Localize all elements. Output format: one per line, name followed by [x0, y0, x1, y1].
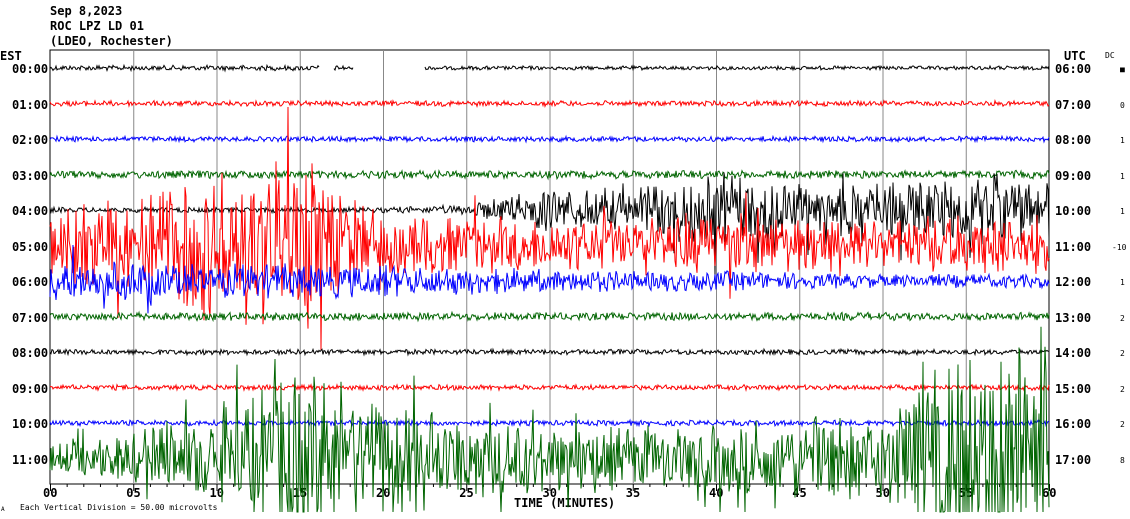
- est-row-label: 04:00: [12, 204, 49, 218]
- x-axis-title: TIME (MINUTES): [514, 496, 616, 510]
- est-row-label: 10:00: [12, 417, 49, 431]
- trace-row-0100: [49, 99, 1050, 108]
- est-row-label: 11:00: [12, 452, 49, 467]
- est-row-label: 01:00: [12, 97, 49, 112]
- x-tick-label: 45: [792, 486, 807, 500]
- trace-row-0000: [49, 63, 320, 73]
- x-tick-label: 05: [126, 486, 141, 500]
- dc-offset-label: 0: [1120, 100, 1125, 110]
- utc-row-label: 10:00: [1055, 204, 1092, 218]
- scale-note: Each Vertical Division = 50.00 microvolt…: [20, 503, 218, 512]
- x-tick-label: 50: [875, 486, 890, 500]
- trace-row-0600: [49, 244, 1050, 314]
- utc-row-label: 17:00: [1055, 452, 1092, 467]
- utc-row-label: 15:00: [1055, 381, 1092, 396]
- trace-row-0300: [49, 169, 1050, 181]
- est-row-label: 07:00: [12, 310, 49, 325]
- x-tick-label: 35: [625, 486, 641, 500]
- utc-row-label: 07:00: [1055, 97, 1092, 112]
- utc-axis-title: UTC: [1064, 49, 1086, 63]
- dc-offset-label: -10: [1112, 242, 1127, 252]
- trace-row-0700: [49, 310, 1050, 323]
- dc-offset-label: 2: [1120, 313, 1125, 323]
- dc-offset-label: 2: [1120, 420, 1125, 429]
- utc-row-label: 11:00: [1055, 239, 1092, 254]
- utc-row-label: 13:00: [1055, 310, 1092, 325]
- trace-row-0000: [333, 64, 354, 72]
- network-label: (LDEO, Rochester): [50, 34, 173, 48]
- trace-row-0900: [49, 383, 1050, 393]
- dc-offset-label: 2: [1120, 384, 1125, 394]
- dc-title: DC: [1105, 51, 1115, 60]
- est-row-label: 02:00: [12, 133, 49, 147]
- utc-row-label: 08:00: [1055, 133, 1092, 147]
- x-tick-label: 30: [542, 486, 557, 500]
- x-tick-label: 25: [459, 486, 474, 500]
- corner-mark: A: [1, 506, 5, 513]
- utc-row-label: 12:00: [1055, 275, 1092, 289]
- trace-row-0400: [49, 172, 1050, 275]
- est-row-label: 09:00: [12, 381, 49, 396]
- est-row-label: 05:00: [12, 239, 49, 254]
- utc-row-label: 06:00: [1055, 62, 1092, 76]
- date-label: Sep 8,2023: [50, 4, 123, 18]
- dc-offset-label: 8: [1120, 455, 1125, 465]
- dc-offset-label: ■: [1120, 65, 1125, 74]
- x-tick-label: 10: [209, 486, 224, 500]
- est-row-label: 06:00: [12, 275, 49, 289]
- est-row-label: 00:00: [12, 62, 49, 76]
- trace-row-0500: [49, 106, 1050, 351]
- est-row-label: 03:00: [12, 168, 49, 183]
- trace-row-0200: [49, 134, 1050, 144]
- utc-row-label: 09:00: [1055, 168, 1092, 183]
- dc-offset-label: 2: [1120, 349, 1125, 358]
- utc-row-label: 16:00: [1055, 417, 1092, 431]
- est-axis-title: EST: [0, 49, 22, 63]
- station-label: ROC LPZ LD 01: [50, 19, 144, 33]
- dc-offset-label: 1: [1120, 171, 1125, 181]
- dc-offset-label: 1: [1120, 278, 1125, 287]
- trace-row-1100: [49, 326, 1050, 513]
- trace-row-0800: [49, 347, 1049, 357]
- trace-row-1000: [49, 418, 1050, 428]
- dc-offset-label: 1: [1120, 207, 1125, 216]
- utc-row-label: 14:00: [1055, 346, 1092, 360]
- dc-offset-label: 1: [1120, 136, 1125, 145]
- est-row-label: 08:00: [12, 346, 49, 360]
- trace-row-0000: [424, 64, 1050, 72]
- x-tick-label: 00: [43, 486, 58, 500]
